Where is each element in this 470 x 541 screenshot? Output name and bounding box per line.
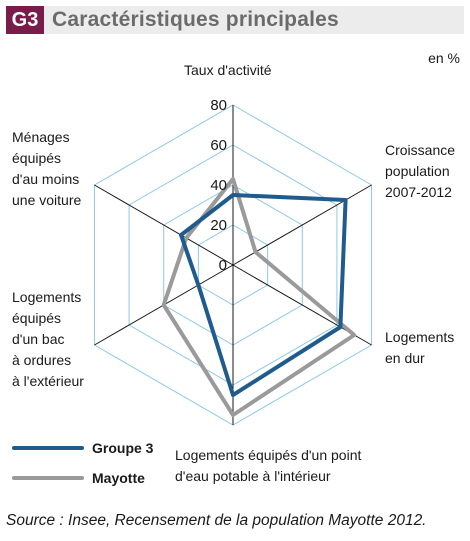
axis-label-line: équipés	[12, 310, 62, 326]
axis-label-line: d'au moins	[12, 171, 80, 187]
tick-label: 0	[219, 257, 227, 274]
axis-label-line: à l'extérieur	[12, 373, 84, 389]
figure-badge: G3	[6, 6, 44, 34]
axis-label-line: en dur	[385, 350, 425, 366]
axis-label-line: à ordures	[12, 352, 72, 368]
chart-title: Caractéristiques principales	[52, 8, 339, 31]
axis-label-line: population	[385, 163, 450, 179]
axis-label-taux-activite: Taux d'activité	[184, 60, 272, 81]
axis-label-line: Croissance	[385, 142, 456, 158]
source-note: Source : Insee, Recensement de la popula…	[6, 512, 427, 529]
legend-item-groupe-3: Groupe 3	[12, 440, 153, 456]
axis-label-line: Ménages	[12, 129, 70, 145]
tick-label: 40	[210, 177, 227, 194]
legend-label: Mayotte	[92, 470, 145, 486]
axis-label-line: Logements	[12, 289, 82, 305]
axis-label-line: Taux d'activité	[184, 62, 272, 78]
legend-item-mayotte: Mayotte	[12, 470, 145, 486]
axis-label-croissance: Croissance population 2007-2012	[385, 140, 455, 203]
series-line-groupe-3	[179, 193, 348, 397]
axis-label-line: une voiture	[12, 192, 82, 208]
axis-label-line: d'un bac	[12, 331, 65, 347]
tick-label: 20	[210, 217, 227, 234]
axis-label-eau-potable: Logements équipés d'un point d'eau potab…	[175, 445, 361, 487]
axis-label-voiture: Ménages équipés d'au moins une voiture	[12, 127, 81, 211]
series-line-mayotte	[161, 177, 357, 417]
tick-label: 80	[210, 97, 227, 114]
chart-header: G3 Caractéristiques principales	[6, 6, 464, 34]
axis-label-line: Logements équipés d'un point	[175, 447, 362, 463]
axis-label-logements-dur: Logements en dur	[385, 327, 454, 369]
axis-label-bac-ordures: Logements équipés d'un bac à ordures à l…	[12, 287, 84, 392]
legend-label: Groupe 3	[92, 440, 154, 456]
tick-label: 60	[210, 137, 227, 154]
legend-swatch	[12, 446, 84, 450]
axis-label-line: d'eau potable à l'intérieur	[175, 468, 331, 484]
legend-swatch	[12, 476, 84, 480]
axis-label-line: 2007-2012	[385, 184, 452, 200]
axis-spoke	[94, 184, 234, 266]
axis-label-line: Logements	[385, 329, 455, 345]
unit-label: en %	[428, 50, 460, 66]
axis-label-line: équipés	[12, 150, 62, 166]
